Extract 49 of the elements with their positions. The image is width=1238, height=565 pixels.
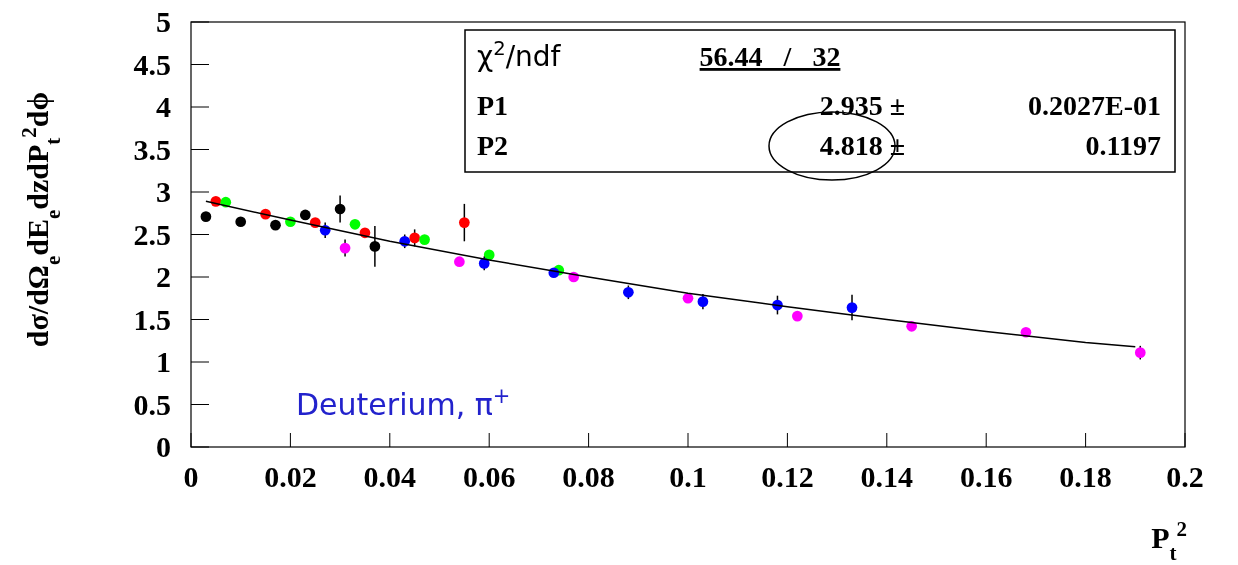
point [369, 241, 381, 252]
annotation: χ$^{2}$/ndf [477, 36, 562, 73]
point [339, 242, 351, 254]
point [791, 310, 803, 322]
y-tick-label: 4.5 [133, 47, 171, 81]
point [682, 292, 694, 304]
x-tick-label: 0.06 [462, 460, 516, 493]
y-tick-label: 5 [156, 5, 171, 38]
point [454, 256, 465, 268]
y-tick-label: 1.5 [133, 302, 171, 336]
annotation: 0.1197 [1085, 130, 1161, 161]
point [483, 249, 495, 261]
x-tick-label: 0.04 [363, 460, 417, 493]
point [1134, 347, 1146, 358]
x-tick-label: 0.18 [1059, 460, 1112, 493]
x-tick-label: 0.1 [669, 460, 707, 493]
annotation: 0.2027E-01 [1028, 90, 1161, 121]
point [419, 234, 430, 245]
annotation: P2 [477, 130, 509, 161]
x-tick-label: 0.16 [959, 460, 1013, 493]
x-tick-label: 0.08 [562, 460, 615, 493]
y-tick-label: 3.5 [133, 132, 171, 166]
x-tick-label: 0.2 [1166, 460, 1204, 493]
annotation: 2.935 ± [819, 90, 905, 121]
y-tick-label: 0 [156, 430, 171, 463]
y-tick-label: 0.5 [133, 387, 171, 421]
point [409, 232, 420, 244]
y-tick-label: 1 [156, 345, 171, 378]
x-tick-label: 0 [183, 460, 199, 493]
annotation: 56.44 / 32 [699, 41, 841, 72]
point [299, 209, 311, 221]
y-tick-label: 4 [156, 90, 171, 123]
point [459, 217, 470, 228]
point [200, 211, 212, 222]
y-tick-label: 3 [156, 175, 171, 208]
point [697, 296, 709, 307]
annotation: Deuterium, π$^{+}$ [296, 384, 511, 422]
point [349, 218, 361, 230]
point [235, 216, 247, 228]
point [334, 203, 346, 215]
point [623, 286, 634, 298]
x-tick-label: 0.14 [860, 460, 914, 493]
annotation: P1 [477, 90, 509, 121]
y-tick-label: 2 [156, 260, 171, 293]
x-tick-label: 0.12 [761, 460, 814, 493]
y-tick-label: 2.5 [133, 217, 171, 251]
x-tick-label: 0.02 [264, 460, 317, 493]
point [270, 219, 281, 231]
point [846, 302, 858, 313]
